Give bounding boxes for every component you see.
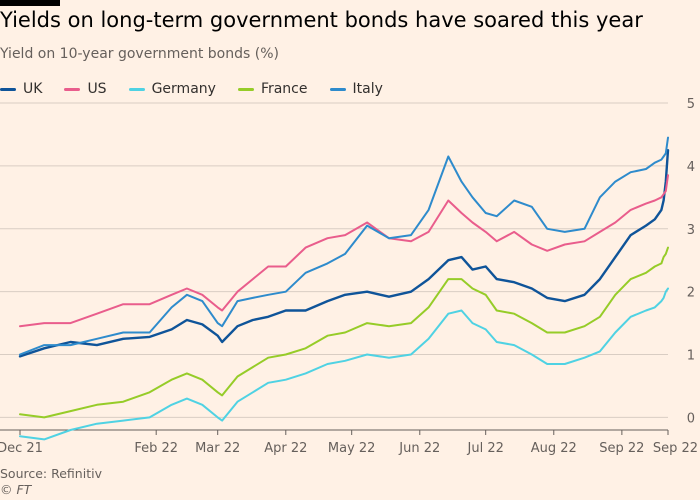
series-line-france xyxy=(19,246,669,419)
y-tick-label: 3 xyxy=(687,223,695,238)
legend-label: Italy xyxy=(352,81,383,97)
legend-swatch xyxy=(0,87,16,91)
legend-item-us: US xyxy=(64,81,107,97)
series-line-germany xyxy=(19,287,669,441)
legend-swatch xyxy=(64,87,81,91)
series-line-italy xyxy=(19,136,669,356)
legend-item-germany: Germany xyxy=(128,81,216,97)
y-axis-ticks: 0 1 2 3 4 5 xyxy=(687,97,695,426)
brand-bar xyxy=(0,0,60,6)
x-tick-label: Feb 22 xyxy=(134,441,178,456)
legend: UK US Germany France Italy xyxy=(0,79,405,99)
legend-label: UK xyxy=(23,81,43,97)
gridlines xyxy=(0,102,668,418)
y-tick-label: 1 xyxy=(687,349,695,364)
line-chart: 0 1 2 3 4 5 Dec 21 Feb 22 Mar 22 Apr 22 May 22 Jun… xyxy=(0,97,698,456)
y-tick-label: 5 xyxy=(687,97,695,112)
y-tick-label: 0 xyxy=(687,411,695,426)
legend-item-uk: UK xyxy=(0,81,42,97)
legend-item-france: France xyxy=(237,81,308,97)
legend-swatch xyxy=(128,87,145,91)
x-tick-label: Sep 22 xyxy=(599,441,644,456)
x-tick-label: Aug 22 xyxy=(531,441,577,456)
series-line-uk xyxy=(18,149,670,358)
x-tick-label: Apr 22 xyxy=(264,441,307,456)
source-note: Source: Refinitiv xyxy=(0,466,102,481)
legend-item-italy: Italy xyxy=(329,81,383,97)
x-tick-label: Jul 22 xyxy=(467,441,504,456)
series-lines xyxy=(18,136,670,441)
x-tick-label: Sep 22 xyxy=(653,441,698,456)
y-tick-label: 2 xyxy=(687,286,695,301)
legend-swatch xyxy=(237,87,254,91)
x-tick-label: May 22 xyxy=(328,441,376,456)
credit-note: © FT xyxy=(0,482,32,497)
x-tick-label: Jun 22 xyxy=(398,441,440,456)
legend-swatch xyxy=(329,87,346,91)
legend-label: US xyxy=(87,81,107,97)
x-axis: Dec 21 Feb 22 Mar 22 Apr 22 May 22 Jun 22 Jul … xyxy=(0,429,698,456)
series-line-us xyxy=(19,174,669,328)
legend-label: Germany xyxy=(151,81,216,97)
chart-subtitle: Yield on 10-year government bonds (%) xyxy=(0,46,279,62)
legend-label: France xyxy=(260,81,308,97)
x-tick-label: Dec 21 xyxy=(0,441,43,456)
y-tick-label: 4 xyxy=(687,160,695,175)
chart-title: Yields on long-term government bonds hav… xyxy=(0,8,643,32)
x-tick-label: Mar 22 xyxy=(195,441,240,456)
